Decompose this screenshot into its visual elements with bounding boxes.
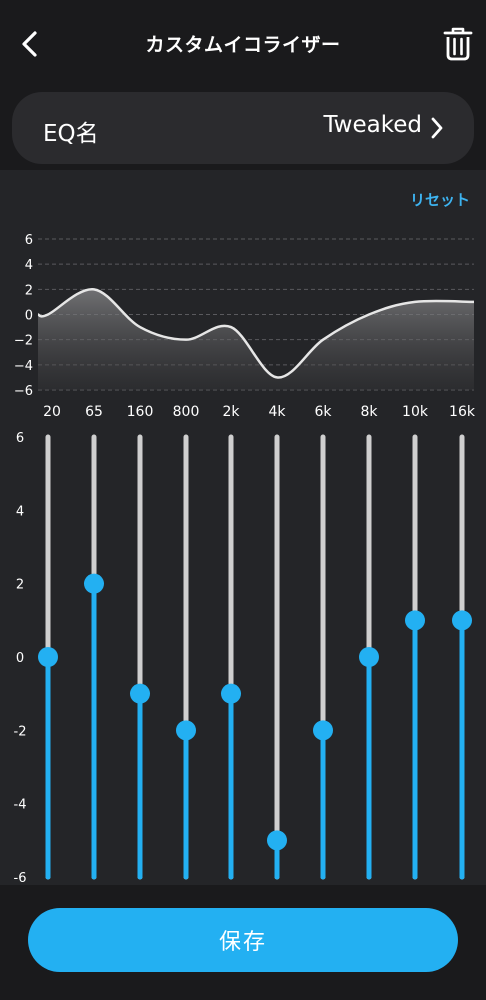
slider-knob[interactable] [267, 830, 287, 851]
y-tick-label: 0 [25, 309, 33, 324]
eq-curve-line [37, 288, 475, 379]
eq-band-sliders: 6 4 2 0 -2 -4 -6 [14, 431, 472, 885]
slider-knob[interactable] [84, 573, 104, 594]
eq-curve-fill [38, 289, 474, 390]
top-bar: カスタムイコライザー [0, 0, 486, 90]
slider-knob[interactable] [176, 720, 196, 741]
slider-scale-label: 4 [16, 504, 24, 519]
save-button[interactable]: 保存 [28, 908, 458, 972]
frequency-label: 6k [314, 404, 332, 420]
eq-name-row[interactable]: EQ名 Tweaked [12, 92, 474, 164]
band-slider-160[interactable] [130, 434, 150, 880]
y-tick-label: −6 [14, 384, 33, 399]
frequency-label: 4k [268, 404, 286, 420]
slider-scale-label: 6 [16, 431, 24, 446]
y-tick-label: 6 [25, 233, 33, 248]
eq-name-label: EQ名 [43, 121, 99, 147]
slider-knob[interactable] [405, 610, 425, 631]
frequency-label: 10k [402, 404, 429, 420]
slider-scale-label: 2 [16, 578, 24, 593]
band-slider-800[interactable] [176, 434, 196, 880]
band-slider-10k[interactable] [405, 434, 425, 880]
frequency-label: 160 [127, 404, 154, 420]
frequency-label: 8k [360, 404, 378, 420]
eq-name-value: Tweaked [323, 112, 422, 138]
slider-knob[interactable] [38, 647, 58, 667]
slider-knob[interactable] [221, 683, 241, 704]
frequency-label: 800 [173, 404, 200, 420]
frequency-label: 65 [85, 404, 103, 420]
y-tick-label: −4 [14, 359, 33, 374]
slider-scale-label: -4 [14, 798, 27, 813]
slider-knob[interactable] [130, 683, 150, 704]
band-slider-6k[interactable] [313, 434, 333, 880]
band-slider-65[interactable] [84, 434, 104, 880]
frequency-label: 16k [449, 404, 476, 420]
band-slider-8k[interactable] [359, 434, 379, 880]
trash-icon[interactable] [441, 26, 475, 62]
band-slider-20[interactable] [38, 434, 58, 880]
slider-scale-label: -6 [14, 871, 27, 885]
frequency-label: 2k [222, 404, 240, 420]
slider-scale-label: 0 [16, 651, 24, 666]
slider-knob[interactable] [359, 647, 379, 667]
y-tick-label: 4 [25, 258, 33, 273]
page-title: カスタムイコライザー [145, 34, 341, 56]
band-slider-4k[interactable] [267, 434, 287, 880]
slider-knob[interactable] [313, 720, 333, 741]
slider-scale-label: -2 [14, 724, 27, 739]
reset-button[interactable]: リセット [409, 191, 470, 209]
band-slider-16k[interactable] [452, 434, 472, 880]
chevron-right-icon [431, 117, 443, 139]
y-tick-label: −2 [14, 334, 33, 349]
slider-knob[interactable] [452, 610, 472, 631]
chevron-left-icon[interactable] [14, 28, 46, 60]
frequency-label: 20 [43, 404, 61, 420]
y-tick-label: 2 [25, 283, 33, 298]
band-slider-2k[interactable] [221, 434, 241, 880]
